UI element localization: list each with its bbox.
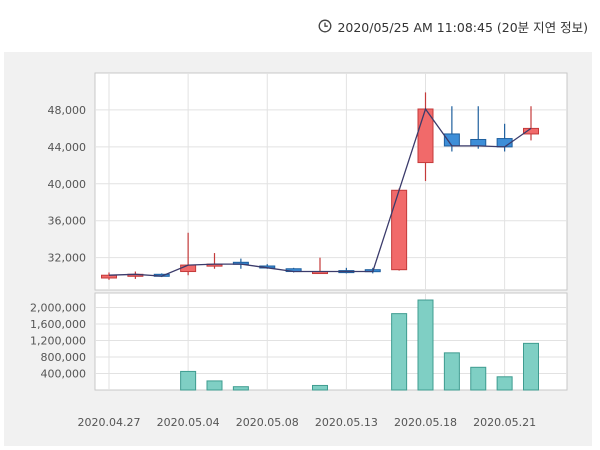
volume-tick-label: 2,000,000 bbox=[30, 301, 86, 314]
candle-body bbox=[443, 133, 460, 147]
candle-body bbox=[101, 274, 117, 279]
date-tick-label: 2020.04.27 bbox=[78, 416, 141, 429]
volume-bar bbox=[470, 366, 487, 391]
volume-bar bbox=[180, 370, 197, 391]
timestamp: 2020/05/25 AM 11:08:45 (20분 지연 정보) bbox=[318, 16, 588, 36]
close-price-line bbox=[108, 107, 532, 277]
volume-bar bbox=[496, 376, 513, 391]
date-tick-label: 2020.05.21 bbox=[473, 416, 536, 429]
price-tick-label: 48,000 bbox=[48, 104, 87, 117]
candle-body bbox=[470, 138, 487, 147]
volume-tick-label: 1,600,000 bbox=[30, 318, 86, 331]
volume-bar bbox=[312, 384, 328, 391]
price-tick-label: 32,000 bbox=[48, 252, 87, 265]
volume-bar bbox=[417, 299, 434, 391]
volume-bar bbox=[206, 380, 223, 391]
volume-tick-label: 800,000 bbox=[41, 351, 87, 364]
date-tick-label: 2020.05.08 bbox=[236, 416, 299, 429]
date-tick-label: 2020.05.18 bbox=[394, 416, 457, 429]
volume-tick-label: 400,000 bbox=[41, 367, 87, 380]
price-plot-area bbox=[94, 72, 568, 291]
price-tick-label: 44,000 bbox=[48, 141, 87, 154]
price-tick-label: 40,000 bbox=[48, 178, 87, 191]
candle-body bbox=[523, 127, 539, 135]
volume-bar bbox=[232, 386, 249, 391]
clock-icon bbox=[318, 19, 332, 33]
price-tick-label: 36,000 bbox=[48, 215, 87, 228]
volume-bar bbox=[443, 352, 460, 391]
date-tick-label: 2020.05.13 bbox=[315, 416, 378, 429]
volume-bar bbox=[391, 313, 408, 391]
candle-body bbox=[180, 264, 197, 273]
candle-body bbox=[391, 189, 408, 271]
date-tick-label: 2020.05.04 bbox=[157, 416, 220, 429]
volume-bar bbox=[523, 342, 539, 391]
volume-tick-label: 1,200,000 bbox=[30, 334, 86, 347]
timestamp-text: 2020/05/25 AM 11:08:45 (20분 지연 정보) bbox=[337, 19, 588, 35]
